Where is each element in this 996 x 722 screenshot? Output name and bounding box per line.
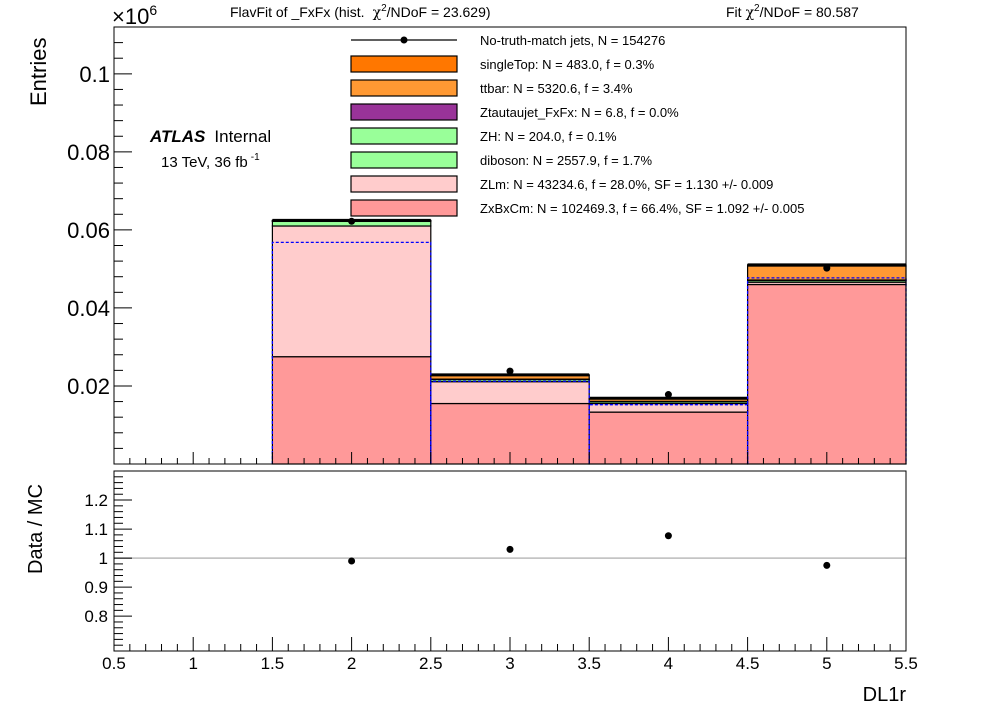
ratio-panel: 0.8 0.9 1 1.1 1.2 0.5 1 1.5 2 2.5 3 3.5 4 4.5 5 5.5 Da… bbox=[25, 470, 918, 706]
stack-bar-ZLm-1 bbox=[271, 225, 432, 358]
main-ytick-label: 0.06 bbox=[67, 218, 110, 243]
ratio-xtick-label: 3 bbox=[505, 654, 514, 673]
x-axis-title: DL1r bbox=[863, 684, 907, 706]
stack-bar-ZxBxCm-4 bbox=[746, 283, 907, 465]
legend-data-marker bbox=[400, 36, 408, 44]
ratio-xtick-label: 2 bbox=[347, 654, 356, 673]
legend-label-Ztautaujet_FxFx: Ztautaujet_FxFx: N = 6.8, f = 0.0% bbox=[480, 105, 679, 120]
atlas-label: ATLAS Internal bbox=[149, 127, 271, 146]
ratio-ytick-label: 1 bbox=[99, 549, 108, 568]
data-point-2 bbox=[506, 367, 514, 375]
main-panel: 0.02 0.04 0.06 0.08 0.1 Entries bbox=[26, 26, 907, 465]
ratio-xtick-label: 0.5 bbox=[102, 654, 126, 673]
ratio-x-axis: 0.5 1 1.5 2 2.5 3 3.5 4 4.5 5 5.5 bbox=[102, 637, 918, 673]
stack-total-outline bbox=[272, 218, 906, 400]
legend-label-ZxBxCm: ZxBxCm: N = 102469.3, f = 66.4%, SF = 1.… bbox=[480, 201, 804, 216]
ratio-xtick-label: 5 bbox=[822, 654, 831, 673]
data-point-1 bbox=[348, 217, 356, 225]
stack-bar-ZLm-3 bbox=[588, 402, 749, 413]
plot-title: FlavFit of _FxFx (hist. χ2/NDoF = 23.629) bbox=[230, 3, 491, 21]
legend-swatch-ZH bbox=[350, 127, 458, 145]
legend-swatch-Ztautaujet_FxFx bbox=[350, 103, 458, 121]
ratio-ytick-label: 1.1 bbox=[84, 520, 108, 539]
atlas-internal: Internal bbox=[214, 127, 271, 146]
scale-label-base: ×10 bbox=[112, 4, 149, 29]
legend-swatch-ttbar bbox=[350, 79, 458, 97]
legend-swatch-singleTop bbox=[350, 55, 458, 73]
main-y-axis-title: Entries bbox=[26, 38, 51, 106]
ratio-xtick-label: 4.5 bbox=[736, 654, 760, 673]
data-point-3 bbox=[664, 391, 672, 399]
data-point-4 bbox=[823, 264, 831, 272]
legend-label-ttbar: ttbar: N = 5320.6, f = 3.4% bbox=[480, 81, 633, 96]
ratio-xtick-label: 4 bbox=[664, 654, 673, 673]
legend-data-label: No-truth-match jets, N = 154276 bbox=[480, 33, 665, 48]
atlas-word: ATLAS bbox=[149, 127, 206, 146]
main-ytick-label: 0.04 bbox=[67, 296, 110, 321]
legend-entry-Ztautaujet_FxFx: Ztautaujet_FxFx: N = 6.8, f = 0.0% bbox=[350, 103, 679, 121]
legend-label-ZLm: ZLm: N = 43234.6, f = 28.0%, SF = 1.130 … bbox=[480, 177, 773, 192]
ratio-ytick-label: 0.8 bbox=[84, 607, 108, 626]
ratio-point-1 bbox=[348, 557, 356, 565]
legend-label-diboson: diboson: N = 2557.9, f = 1.7% bbox=[480, 153, 652, 168]
legend-entry-ttbar: ttbar: N = 5320.6, f = 3.4% bbox=[350, 79, 633, 97]
ratio-xtick-label: 5.5 bbox=[894, 654, 918, 673]
ratio-y-axis: 0.8 0.9 1 1.1 1.2 bbox=[84, 476, 132, 646]
main-ytick-label: 0.02 bbox=[67, 374, 110, 399]
ratio-ytick-label: 1.2 bbox=[84, 491, 108, 510]
main-ytick-label: 0.1 bbox=[79, 62, 110, 87]
legend-swatch-diboson bbox=[350, 151, 458, 169]
legend-entry-data: No-truth-match jets, N = 154276 bbox=[351, 33, 665, 48]
legend-entry-diboson: diboson: N = 2557.9, f = 1.7% bbox=[350, 151, 652, 169]
energy-lumi-label: 13 TeV, 36 fb -1 bbox=[161, 152, 260, 171]
main-y-axis: 0.02 0.04 0.06 0.08 0.1 bbox=[67, 42, 132, 449]
ratio-point-4 bbox=[823, 561, 831, 569]
scale-label-exp: 6 bbox=[149, 2, 157, 18]
legend-entry-ZH: ZH: N = 204.0, f = 0.1% bbox=[350, 127, 617, 145]
main-ytick-label: 0.08 bbox=[67, 140, 110, 165]
ratio-point-3 bbox=[664, 532, 672, 540]
legend-swatch-ZxBxCm bbox=[350, 199, 458, 217]
legend-label-ZH: ZH: N = 204.0, f = 0.1% bbox=[480, 129, 617, 144]
ratio-ytick-label: 0.9 bbox=[84, 578, 108, 597]
fit-chi2-label: Fit χ2/NDoF = 80.587 bbox=[726, 3, 859, 21]
ratio-points bbox=[114, 532, 906, 569]
legend-entry-singleTop: singleTop: N = 483.0, f = 0.3% bbox=[350, 55, 655, 73]
ratio-xtick-label: 1 bbox=[188, 654, 197, 673]
legend-entry-ZLm: ZLm: N = 43234.6, f = 28.0%, SF = 1.130 … bbox=[350, 175, 773, 193]
ratio-xtick-label: 3.5 bbox=[577, 654, 601, 673]
stack-bar-ZLm-2 bbox=[430, 381, 590, 405]
ratio-xtick-label: 1.5 bbox=[261, 654, 285, 673]
legend-label-singleTop: singleTop: N = 483.0, f = 0.3% bbox=[480, 57, 655, 72]
ratio-point-2 bbox=[506, 545, 514, 553]
stack-bar-ZxBxCm-1 bbox=[271, 356, 432, 465]
main-x-ticks bbox=[113, 452, 907, 464]
ratio-xtick-label: 2.5 bbox=[419, 654, 443, 673]
ratio-y-axis-title: Data / MC bbox=[25, 484, 47, 574]
prefit-bin-3 bbox=[588, 404, 749, 464]
scale-label: ×106 bbox=[112, 2, 157, 29]
legend-swatch-ZLm bbox=[350, 175, 458, 193]
legend: No-truth-match jets, N = 154276 singleTop… bbox=[350, 33, 804, 217]
legend-entry-ZxBxCm: ZxBxCm: N = 102469.3, f = 66.4%, SF = 1.… bbox=[350, 199, 804, 217]
data-points bbox=[348, 217, 831, 399]
prefit-bin-1 bbox=[271, 241, 432, 464]
